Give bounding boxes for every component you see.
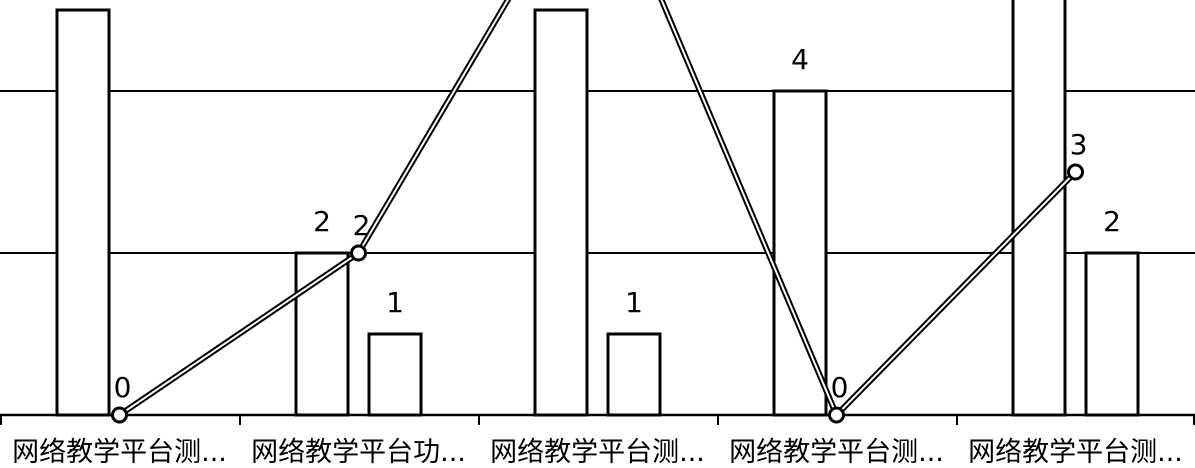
line-value-label: 0 xyxy=(831,371,849,404)
line-point xyxy=(111,406,128,424)
line-point xyxy=(1067,163,1084,181)
category-label: 网络教学平台功... xyxy=(251,437,466,468)
category-label: 网络教学平台测... xyxy=(12,437,227,468)
bar xyxy=(367,332,423,417)
bar-value-label: 1 xyxy=(625,286,643,319)
bar-value-label: 4 xyxy=(791,43,809,76)
bar xyxy=(606,332,662,417)
line-point xyxy=(350,244,367,262)
bar xyxy=(772,89,828,417)
line-series xyxy=(111,0,1084,424)
bar-value-label: 2 xyxy=(313,205,331,238)
series-line-highlight xyxy=(118,0,1077,416)
category-label: 网络教学平台测... xyxy=(968,437,1183,468)
category-label: 网络教学平台测... xyxy=(729,437,944,468)
category-labels: 网络教学平台测... 网络教学平台功... 网络教学平台测... 网络教学平台测...… xyxy=(12,437,1183,468)
line-point xyxy=(828,406,845,424)
category-label: 网络教学平台测... xyxy=(490,437,705,468)
series-line xyxy=(116,0,1079,418)
bar xyxy=(1011,0,1067,417)
bars xyxy=(55,0,1140,417)
line-value-label: 3 xyxy=(1070,128,1088,161)
line-value-label: 2 xyxy=(353,209,371,242)
bar-value-label: 2 xyxy=(1103,205,1121,238)
line-value-label: 0 xyxy=(114,371,132,404)
bar xyxy=(1084,251,1140,417)
bar-value-label: 1 xyxy=(386,286,404,319)
bar xyxy=(55,8,111,417)
bar xyxy=(533,8,589,417)
x-axis xyxy=(0,413,1195,425)
data-labels: 5254611202703 xyxy=(114,43,1121,404)
